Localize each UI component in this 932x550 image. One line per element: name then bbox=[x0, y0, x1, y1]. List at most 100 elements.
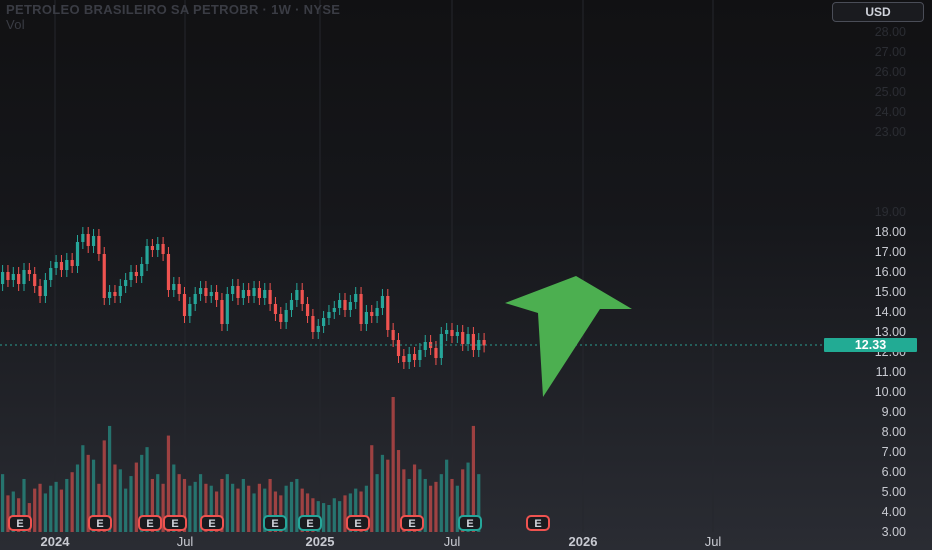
earnings-marker-box bbox=[400, 515, 424, 531]
candle bbox=[359, 287, 363, 331]
candle-body bbox=[338, 300, 342, 308]
y-tick-label: 10.00 bbox=[875, 385, 906, 399]
candle-body bbox=[215, 292, 219, 300]
candle bbox=[450, 323, 454, 343]
volume-bar bbox=[455, 485, 459, 532]
candles bbox=[1, 227, 486, 369]
candle-body bbox=[38, 286, 42, 296]
earnings-marker[interactable]: E bbox=[526, 515, 550, 531]
earnings-marker[interactable]: E bbox=[400, 515, 424, 531]
candle bbox=[305, 297, 310, 323]
candle-body bbox=[311, 316, 315, 332]
candle-body bbox=[284, 310, 288, 322]
candle-body bbox=[354, 294, 358, 302]
y-tick-label: 6.00 bbox=[882, 465, 906, 479]
volume-bar bbox=[268, 478, 272, 532]
candle-body bbox=[445, 330, 449, 334]
earnings-marker-label: E bbox=[271, 518, 278, 530]
volume-bar bbox=[354, 488, 358, 532]
volume-bar bbox=[215, 491, 219, 532]
earnings-marker[interactable]: E bbox=[458, 515, 482, 531]
candle bbox=[396, 333, 401, 363]
earnings-marker-box bbox=[200, 515, 224, 531]
volume-bar bbox=[150, 478, 154, 532]
volume-bar bbox=[38, 483, 42, 532]
candle bbox=[11, 267, 15, 287]
candle-body bbox=[220, 300, 224, 324]
candle bbox=[59, 255, 64, 277]
volume-bar bbox=[295, 478, 299, 532]
candle bbox=[332, 301, 336, 319]
candle-body bbox=[70, 260, 74, 266]
candle-body bbox=[343, 300, 347, 310]
volume-bar bbox=[225, 474, 229, 532]
earnings-marker[interactable]: E bbox=[88, 515, 112, 531]
earnings-marker-label: E bbox=[146, 518, 153, 530]
candle-body bbox=[396, 340, 401, 356]
volume-bar bbox=[359, 491, 363, 532]
candle bbox=[161, 237, 165, 261]
candle bbox=[295, 283, 299, 307]
volume-bar bbox=[434, 481, 438, 532]
candle bbox=[461, 325, 465, 351]
y-tick-label: 13.00 bbox=[875, 325, 906, 339]
y-tick-label: 15.00 bbox=[875, 285, 906, 299]
earnings-marker-label: E bbox=[408, 518, 415, 530]
earnings-marker[interactable]: E bbox=[200, 515, 224, 531]
candle bbox=[482, 333, 486, 353]
volume-bar bbox=[86, 454, 90, 532]
candle bbox=[466, 327, 470, 351]
candle-body bbox=[65, 260, 69, 270]
candle bbox=[273, 297, 278, 321]
candle-body bbox=[407, 354, 411, 362]
candle-body bbox=[1, 272, 5, 284]
candle bbox=[343, 293, 347, 317]
y-tick-label: 18.00 bbox=[875, 225, 906, 239]
candle-body bbox=[204, 288, 208, 296]
candle-body bbox=[161, 244, 165, 254]
earnings-marker[interactable]: E bbox=[163, 515, 187, 531]
y-tick-label: 24.00 bbox=[875, 105, 906, 119]
x-tick-label: 2026 bbox=[569, 534, 598, 549]
candle bbox=[43, 273, 47, 303]
currency-button[interactable]: USD bbox=[832, 2, 924, 22]
earnings-marker[interactable]: E bbox=[138, 515, 162, 531]
volume-bar bbox=[241, 478, 245, 532]
volume-bar bbox=[124, 488, 128, 532]
earnings-marker[interactable]: E bbox=[263, 515, 287, 531]
candle bbox=[311, 309, 315, 339]
volume-bar bbox=[257, 483, 261, 532]
earnings-marker[interactable]: E bbox=[346, 515, 370, 531]
candle-body bbox=[391, 330, 395, 340]
earnings-marker-label: E bbox=[534, 518, 541, 530]
y-tick-label: 8.00 bbox=[882, 425, 906, 439]
candle bbox=[300, 283, 304, 311]
candle bbox=[225, 287, 229, 331]
volume-bar bbox=[65, 478, 69, 532]
candle-body bbox=[22, 270, 26, 284]
candle-body bbox=[118, 286, 122, 296]
volume-bar bbox=[161, 483, 165, 532]
earnings-marker-box bbox=[526, 515, 550, 531]
candle-body bbox=[423, 342, 427, 350]
earnings-marker[interactable]: E bbox=[8, 515, 32, 531]
volume-bar bbox=[418, 469, 422, 532]
candle-body bbox=[81, 234, 85, 242]
candle bbox=[6, 265, 10, 287]
candle-body bbox=[327, 312, 331, 318]
candle-body bbox=[450, 330, 454, 336]
volume-bar bbox=[252, 493, 256, 532]
candle-body bbox=[150, 246, 154, 250]
candle bbox=[81, 227, 85, 249]
earnings-marker[interactable]: E bbox=[298, 515, 322, 531]
y-tick-label: 17.00 bbox=[875, 245, 906, 259]
candle-body bbox=[209, 292, 213, 296]
candle bbox=[402, 349, 406, 369]
volume-bar bbox=[22, 478, 26, 532]
volume-bar bbox=[156, 474, 160, 532]
x-axis: 2024 Jul 2025 Jul 2026 Jul bbox=[41, 534, 722, 549]
candle bbox=[322, 311, 326, 333]
candle bbox=[252, 281, 256, 303]
y-tick-label: 19.00 bbox=[875, 205, 906, 219]
